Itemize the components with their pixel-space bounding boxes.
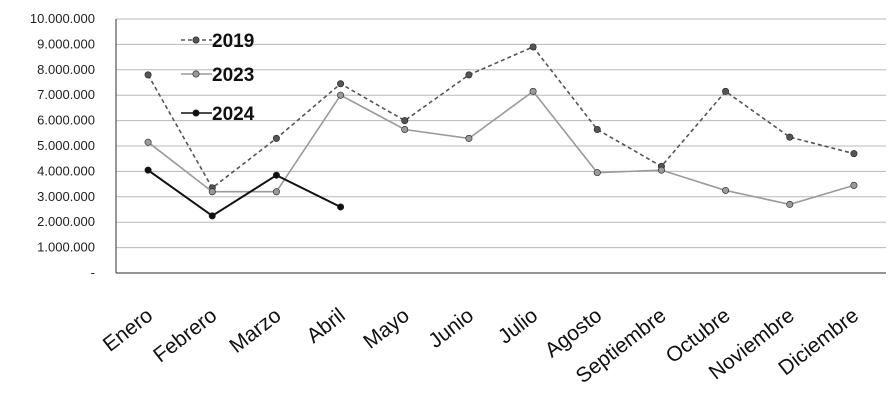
legend-swatch-marker: [192, 109, 200, 117]
x-tick-label: Marzo: [225, 304, 285, 358]
data-point: [272, 134, 280, 142]
data-point: [850, 150, 858, 158]
data-point: [144, 71, 152, 79]
data-point: [786, 200, 794, 208]
y-tick-label: -: [91, 265, 95, 280]
series-line: [147, 45, 855, 190]
legend-swatch-marker: [192, 70, 200, 78]
data-point: [144, 138, 152, 146]
series-2023: [144, 87, 858, 208]
axes: [115, 19, 886, 274]
y-tick-label: 3.000.000: [37, 189, 95, 204]
y-axis-ticks: - 1.000.000 2.000.000 3.000.000 4.000.000 5.0…: [30, 11, 95, 280]
data-point: [529, 87, 537, 95]
data-point: [593, 125, 601, 133]
x-tick-label: Mayo: [359, 304, 414, 354]
data-point: [337, 91, 345, 99]
y-tick-label: 9.000.000: [37, 36, 95, 51]
data-point: [786, 133, 794, 141]
data-point: [850, 181, 858, 189]
series-lines: [144, 43, 858, 220]
data-point: [272, 188, 280, 196]
y-tick-label: 4.000.000: [37, 163, 95, 178]
series-line: [147, 169, 342, 218]
data-point: [529, 43, 537, 51]
data-point: [272, 171, 280, 179]
legend-label: 2019: [212, 31, 254, 52]
y-tick-label: 2.000.000: [37, 214, 95, 229]
x-tick-label: Junio: [424, 304, 478, 353]
legend-item: 2023: [181, 65, 254, 86]
x-tick-label: Abril: [302, 304, 349, 348]
series-2019: [144, 43, 858, 192]
data-point: [401, 117, 409, 125]
legend-item: 2024: [181, 104, 255, 125]
data-point: [657, 166, 665, 174]
data-point: [337, 80, 345, 88]
data-point: [722, 186, 730, 194]
y-tick-label: 6.000.000: [37, 113, 95, 128]
data-point: [208, 188, 216, 196]
data-point: [593, 169, 601, 177]
x-tick-label: Febrero: [149, 304, 221, 367]
data-point: [208, 212, 216, 220]
legend-label: 2023: [212, 65, 254, 86]
data-point: [337, 203, 345, 211]
legend-item: 2019: [181, 31, 254, 52]
data-point: [144, 166, 152, 174]
series-2024: [144, 166, 345, 220]
x-tick-label: Julio: [494, 304, 542, 349]
data-point: [465, 134, 473, 142]
series-line: [147, 90, 855, 206]
y-tick-label: 8.000.000: [37, 62, 95, 77]
legend-swatch-marker: [192, 36, 200, 44]
y-tick-label: 5.000.000: [37, 138, 95, 153]
y-tick-label: 10.000.000: [30, 11, 95, 26]
data-point: [722, 87, 730, 95]
grid-lines: [116, 18, 886, 249]
y-tick-label: 1.000.000: [37, 240, 95, 255]
legend: 2019 2023 2024: [181, 31, 255, 125]
data-point: [465, 71, 473, 79]
legend-label: 2024: [212, 104, 255, 125]
data-point: [401, 125, 409, 133]
y-tick-label: 7.000.000: [37, 87, 95, 102]
